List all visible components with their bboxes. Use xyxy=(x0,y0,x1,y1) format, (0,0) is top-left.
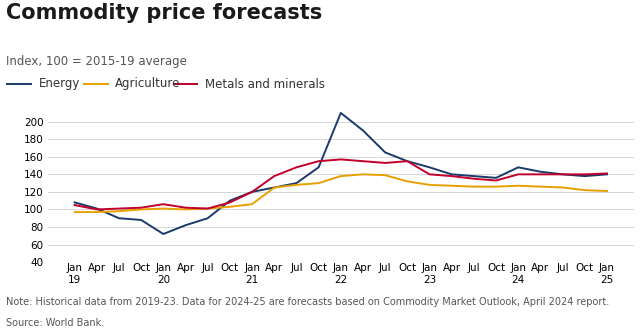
Metals and minerals xyxy=(115,207,123,211)
Line: Energy: Energy xyxy=(75,113,607,234)
Energy xyxy=(71,200,79,204)
Energy xyxy=(226,199,234,203)
Metals and minerals xyxy=(359,159,367,163)
Energy xyxy=(138,218,145,222)
Metals and minerals xyxy=(248,190,256,194)
Line: Agriculture: Agriculture xyxy=(75,174,607,212)
Energy xyxy=(159,232,167,236)
Text: Source: World Bank.: Source: World Bank. xyxy=(6,318,105,328)
Energy xyxy=(315,165,323,169)
Energy xyxy=(115,216,123,220)
Agriculture xyxy=(448,184,456,188)
Text: Energy: Energy xyxy=(38,78,80,90)
Agriculture xyxy=(536,184,544,188)
Agriculture xyxy=(159,207,167,211)
Agriculture xyxy=(248,202,256,206)
Text: Metals and minerals: Metals and minerals xyxy=(205,78,325,90)
Agriculture xyxy=(315,181,323,185)
Agriculture xyxy=(93,210,100,214)
Agriculture xyxy=(292,183,300,187)
Metals and minerals xyxy=(138,206,145,210)
Agriculture xyxy=(426,183,433,187)
Metals and minerals xyxy=(448,174,456,178)
Metals and minerals xyxy=(93,207,100,211)
Agriculture xyxy=(515,184,522,188)
Energy xyxy=(359,128,367,132)
Energy xyxy=(204,216,212,220)
Energy xyxy=(492,176,500,180)
Line: Metals and minerals: Metals and minerals xyxy=(75,160,607,209)
Energy xyxy=(403,159,411,163)
Metals and minerals xyxy=(315,159,323,163)
Agriculture xyxy=(559,185,566,190)
Energy xyxy=(448,172,456,176)
Metals and minerals xyxy=(292,165,300,169)
Text: Commodity price forecasts: Commodity price forecasts xyxy=(6,3,323,24)
Metals and minerals xyxy=(226,200,234,204)
Agriculture xyxy=(71,210,79,214)
Energy xyxy=(271,185,278,190)
Metals and minerals xyxy=(159,202,167,206)
Metals and minerals xyxy=(71,203,79,207)
Metals and minerals xyxy=(470,177,477,181)
Text: Note: Historical data from 2019-23. Data for 2024-25 are forecasts based on Comm: Note: Historical data from 2019-23. Data… xyxy=(6,297,610,307)
Agriculture xyxy=(226,205,234,209)
Agriculture xyxy=(182,207,189,211)
Energy xyxy=(470,174,477,178)
Agriculture xyxy=(470,184,477,188)
Metals and minerals xyxy=(381,161,389,165)
Agriculture xyxy=(603,189,611,193)
Agriculture xyxy=(271,185,278,190)
Agriculture xyxy=(138,207,145,211)
Energy xyxy=(93,207,100,211)
Metals and minerals xyxy=(581,172,589,176)
Energy xyxy=(559,172,566,176)
Metals and minerals xyxy=(204,207,212,211)
Energy xyxy=(292,181,300,185)
Agriculture xyxy=(492,184,500,188)
Text: Index, 100 = 2015-19 average: Index, 100 = 2015-19 average xyxy=(6,55,188,69)
Energy xyxy=(248,190,256,194)
Metals and minerals xyxy=(426,172,433,176)
Energy xyxy=(581,174,589,178)
Metals and minerals xyxy=(337,157,345,162)
Metals and minerals xyxy=(492,178,500,182)
Metals and minerals xyxy=(559,172,566,176)
Metals and minerals xyxy=(403,159,411,163)
Text: Agriculture: Agriculture xyxy=(115,78,180,90)
Energy xyxy=(182,223,189,227)
Agriculture xyxy=(337,174,345,178)
Energy xyxy=(515,165,522,169)
Metals and minerals xyxy=(182,206,189,210)
Agriculture xyxy=(204,207,212,211)
Agriculture xyxy=(381,173,389,177)
Metals and minerals xyxy=(271,174,278,178)
Agriculture xyxy=(581,188,589,192)
Energy xyxy=(536,170,544,174)
Agriculture xyxy=(403,179,411,183)
Metals and minerals xyxy=(536,172,544,176)
Metals and minerals xyxy=(515,172,522,176)
Energy xyxy=(603,172,611,176)
Agriculture xyxy=(115,209,123,213)
Energy xyxy=(381,151,389,155)
Energy xyxy=(426,165,433,169)
Agriculture xyxy=(359,172,367,176)
Energy xyxy=(337,111,345,115)
Metals and minerals xyxy=(603,171,611,175)
